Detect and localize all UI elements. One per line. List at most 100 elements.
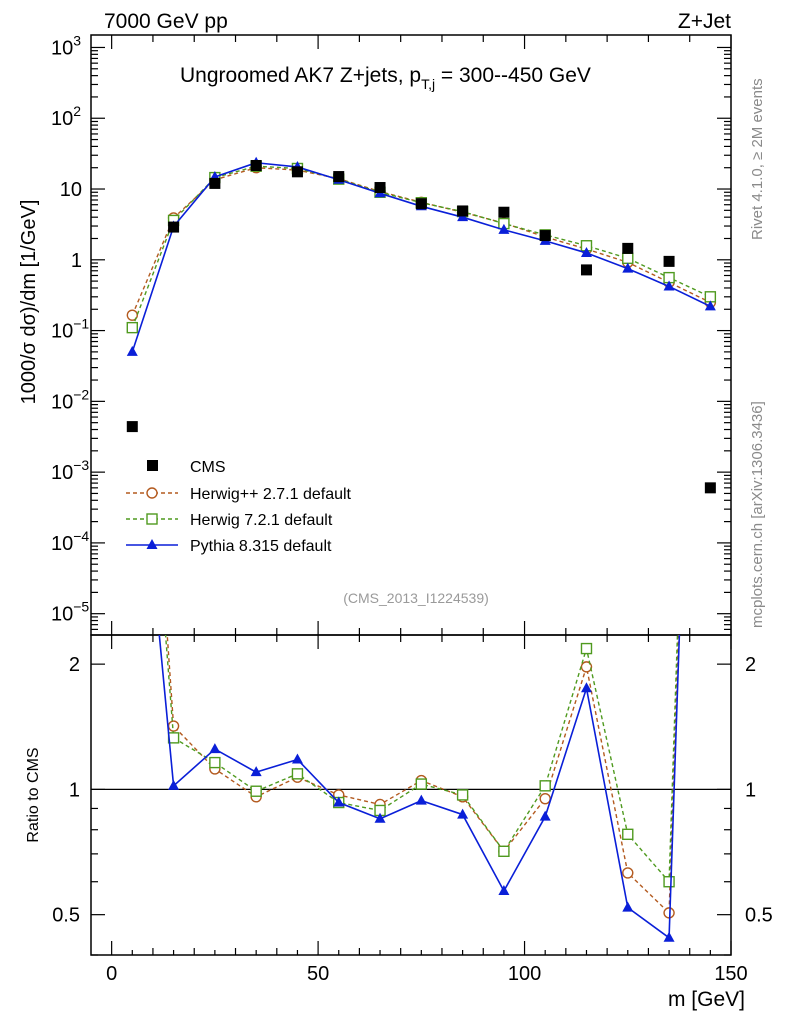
ratio-y-tick-label-right: 1: [745, 779, 756, 801]
ratio-point: [457, 808, 469, 819]
main-y-tick-label: 10−1: [51, 316, 89, 343]
ratio-point: [622, 867, 634, 879]
ratio-point: [333, 796, 345, 807]
ratio-point: [291, 768, 304, 780]
ratio-panel-frame: [90, 634, 732, 956]
analysis-watermark: (CMS_2013_I1224539): [343, 590, 489, 606]
rivet-version-label: Rivet 4.1.0, ≥ 2M events: [749, 78, 766, 240]
main-y-tick-label: 10−5: [51, 599, 89, 626]
main-y-axis-label: 1000/σ dσ)/dm [1/GeV]: [18, 200, 40, 405]
ratio-y-tick-label: 1: [69, 779, 80, 801]
main-y-tick-label: 103: [51, 32, 81, 59]
main-y-tick-label: 1: [71, 250, 82, 272]
data-point: [250, 159, 262, 171]
chart-title: Ungroomed AK7 Z+jets, pT,j = 300--450 Ge…: [180, 64, 591, 92]
main-series: [126, 156, 717, 494]
main-y-tick-label: 10−4: [51, 528, 89, 555]
main-x-ticks: [111, 35, 732, 635]
ratio-point: [456, 789, 469, 801]
ratio-point: [580, 642, 593, 655]
legend: CMS Herwig++ 2.7.1 default Herwig 7.2.1 …: [126, 459, 352, 555]
data-point: [498, 206, 510, 218]
ratio-y-tick-label-right: 2: [745, 654, 756, 676]
ratio-point: [539, 792, 551, 805]
data-point: [457, 205, 469, 217]
legend-marker-herwigpp: [146, 487, 158, 499]
ratio-point: [250, 785, 262, 797]
legend-marker-pythia: [146, 539, 158, 549]
data-point: [704, 291, 717, 303]
legend-label-cms: CMS: [190, 459, 226, 476]
ratio-point: [415, 794, 427, 805]
ratio-point: [167, 720, 180, 732]
legend-marker-cms: [147, 460, 158, 471]
data-point: [663, 255, 675, 267]
main-y-tick-label: 10−3: [51, 457, 89, 484]
chart-title-main: Ungroomed AK7 Z+jets, p: [180, 64, 421, 87]
ratio-y-axis-label: Ratio to CMS: [25, 747, 42, 842]
data-point: [580, 246, 592, 257]
legend-marker-herwig7: [146, 513, 158, 525]
chart-title-tail: = 300--450 GeV: [435, 64, 591, 87]
ratio-y-ticks: 0.5 0.5 1 1 2 2: [52, 654, 773, 956]
data-point: [622, 242, 634, 254]
data-point: [663, 280, 675, 291]
series-line: [131, 167, 711, 316]
series-cms: [126, 159, 716, 494]
header-left-label: 7000 GeV pp: [104, 10, 228, 33]
data-point: [168, 221, 180, 233]
ratio-point: [580, 682, 592, 693]
data-point: [704, 482, 716, 494]
ratio-series-herwig-7-2-1-default: [164, 635, 679, 888]
main-y-tick-label: 102: [51, 103, 81, 130]
ratio-point: [374, 812, 386, 823]
ratio-point: [622, 901, 634, 912]
x-tick-label: 150: [714, 963, 747, 985]
ratio-point: [209, 743, 221, 754]
ratio-point: [168, 779, 180, 790]
data-point: [374, 182, 386, 194]
ratio-line: [164, 635, 679, 884]
x-tick-label: 100: [508, 963, 541, 985]
ratio-series: [158, 635, 681, 942]
data-point: [126, 345, 138, 356]
ratio-point: [250, 766, 262, 777]
x-tick-label: 0: [106, 963, 117, 985]
data-point: [126, 421, 138, 433]
ratio-point: [663, 931, 675, 942]
ratio-point: [415, 778, 428, 790]
chart-title-subscript: T,j: [421, 76, 435, 92]
data-point: [539, 230, 551, 242]
main-y-tick-label: 10: [60, 179, 82, 201]
main-y-tick-label: 10−2: [51, 386, 89, 413]
ratio-panel: 0.5 0.5 1 1 2 2 0 50 100 150 Ratio to CMS m [GeV…: [25, 634, 773, 1011]
source-label: mcplots.cern.ch [arXiv:1306.3436]: [749, 401, 766, 628]
data-point: [291, 166, 303, 178]
data-point: [498, 223, 510, 234]
ratio-point: [291, 753, 303, 764]
ratio-point: [539, 810, 551, 821]
legend-label-pythia: Pythia 8.315 default: [190, 538, 332, 555]
data-point: [209, 177, 221, 189]
data-point: [622, 262, 634, 273]
main-panel-frame: [90, 34, 732, 636]
data-point: [126, 321, 138, 334]
ratio-point: [498, 884, 510, 895]
data-point: [126, 309, 138, 321]
legend-label-herwig7: Herwig 7.2.1 default: [190, 512, 333, 529]
ratio-y-tick-label: 0.5: [52, 905, 80, 927]
ratio-point: [663, 876, 675, 888]
ratio-x-ticks: 0 50 100 150: [106, 635, 748, 985]
ratio-point: [209, 756, 221, 769]
ratio-series-pythia-8-315-default: [158, 635, 681, 942]
ratio-point: [622, 828, 634, 841]
data-point: [622, 252, 634, 265]
ratio-point: [498, 845, 510, 858]
x-axis-label: m [GeV]: [668, 988, 745, 1011]
data-point: [704, 300, 716, 311]
ratio-point: [539, 780, 551, 792]
ratio-y-tick-label: 2: [69, 654, 80, 676]
